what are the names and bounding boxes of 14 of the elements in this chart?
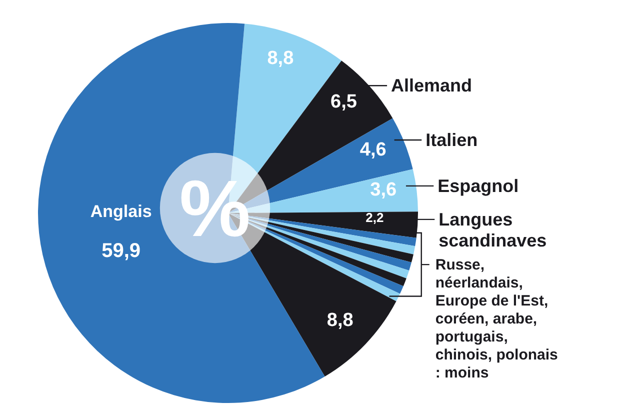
data-label: 4,6 <box>360 139 386 160</box>
slice-label: Langues scandinaves <box>438 209 547 250</box>
slice-label: Anglais <box>90 202 152 222</box>
data-label: 3,6 <box>370 179 397 200</box>
data-label: 6,5 <box>330 92 358 113</box>
data-label: 59,9 <box>102 240 141 262</box>
slice-label: Allemand <box>391 76 472 96</box>
slice-label: Italien <box>426 130 478 150</box>
slice-label: Espagnol <box>438 176 519 196</box>
data-label: 8,8 <box>326 310 354 332</box>
data-label: 2,2 <box>366 210 384 226</box>
text: % <box>179 164 251 253</box>
text: Russe, néerlandais, Europe de l'Est, coréen, arabe, portugais, chinois, polonais : moins <box>435 256 558 382</box>
data-label: 8,8 <box>267 48 294 69</box>
